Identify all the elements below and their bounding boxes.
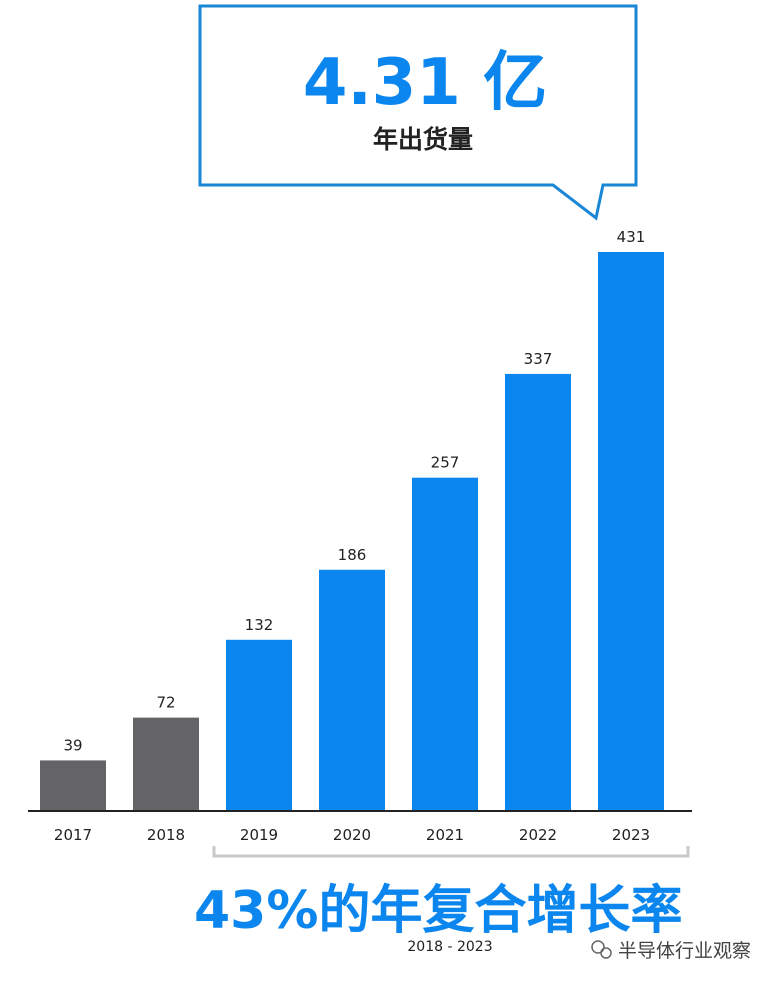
x-tick-label-2017: 2017 [54, 826, 92, 844]
bar-2017 [40, 760, 106, 811]
bar-2020 [319, 569, 385, 811]
x-tick-label-2019: 2019 [240, 826, 278, 844]
x-tick-label-2021: 2021 [426, 826, 464, 844]
data-label-2020: 186 [338, 546, 367, 564]
cagr-bracket [212, 846, 690, 858]
x-tick-label-2018: 2018 [147, 826, 185, 844]
callout-label: 年出货量 [373, 125, 473, 154]
data-label-2023: 431 [617, 228, 646, 246]
bar-2018 [133, 717, 199, 811]
watermark-text: 半导体行业观察 [618, 940, 751, 962]
data-label-2022: 337 [524, 350, 553, 368]
data-label-group: 39 72 132 186 257 337 431 [63, 228, 645, 754]
callout-box [198, 4, 638, 221]
data-label-2021: 257 [431, 454, 460, 472]
callout-value: 4.31 亿 [303, 46, 547, 120]
data-label-2017: 39 [63, 736, 82, 754]
x-tick-label-group: 2017 2018 2019 2020 2021 2022 2023 [54, 826, 650, 844]
cagr-text: 43%的年复合增长率 [194, 881, 682, 941]
x-tick-label-2023: 2023 [612, 826, 650, 844]
bar-2019 [226, 639, 292, 811]
bar-2022 [505, 373, 571, 811]
bar-group [40, 252, 664, 811]
x-tick-label-2020: 2020 [333, 826, 371, 844]
watermark: 半导体行业观察 [591, 940, 751, 962]
wechat-icon [591, 940, 612, 959]
data-label-2019: 132 [245, 616, 274, 634]
cagr-range: 2018 - 2023 [407, 939, 492, 955]
bar-2021 [412, 477, 478, 811]
bar-2023 [598, 252, 664, 811]
x-tick-label-2022: 2022 [519, 826, 557, 844]
data-label-2018: 72 [156, 694, 175, 712]
